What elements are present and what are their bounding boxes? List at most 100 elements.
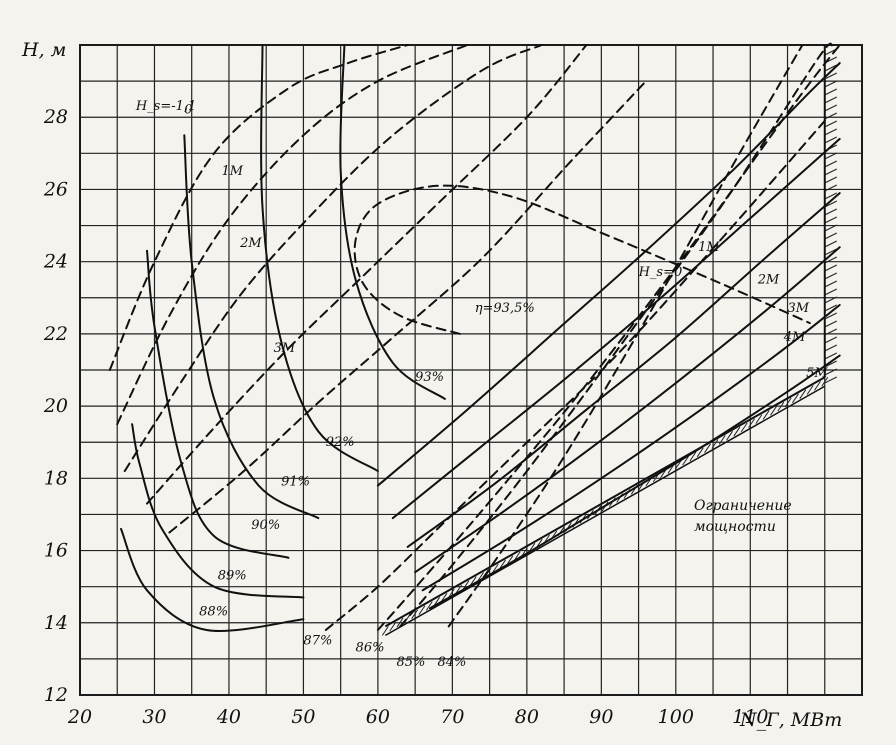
wall-hatch-stroke: [824, 376, 837, 384]
series-line-21: [429, 354, 841, 610]
y-tick-label: 22: [43, 323, 68, 345]
hatch-stroke: [711, 439, 719, 449]
hatch-stroke: [674, 460, 682, 470]
hatch-stroke: [704, 443, 712, 453]
hatch-stroke: [748, 418, 755, 429]
hatch-stroke: [696, 447, 704, 458]
hatch-stroke: [689, 451, 697, 462]
wall-hatch-stroke: [824, 272, 837, 280]
series-label-20: 4M: [783, 330, 806, 345]
hatch-stroke: [469, 576, 477, 586]
hatch-stroke: [733, 426, 741, 437]
series-line-11: [108, 44, 409, 371]
hatch-stroke: [506, 555, 514, 566]
wall-hatch-stroke: [824, 96, 837, 104]
series-label-15: 3M: [274, 341, 296, 356]
hatch-stroke: [499, 559, 506, 570]
power-limit-line-lower: [384, 385, 826, 637]
hatch-stroke: [396, 617, 404, 628]
series-label-0: η=93,5%: [475, 301, 535, 316]
series-label-10: 84%: [437, 655, 466, 670]
series-line-0: [353, 184, 811, 335]
series-label-13: 1M: [222, 164, 244, 179]
wall-hatch-stroke: [824, 192, 837, 200]
x-tick-label: 90: [589, 706, 613, 728]
series-label-6: 88%: [199, 605, 228, 620]
series-label-7: 87%: [303, 633, 332, 648]
wall-hatch-stroke: [824, 312, 837, 320]
hatch-stroke: [792, 393, 799, 404]
wall-hatch-stroke: [824, 264, 837, 272]
y-tick-label: 20: [43, 395, 68, 417]
wall-hatch-stroke: [824, 176, 837, 184]
hatch-stroke: [418, 605, 426, 615]
hatch-stroke: [755, 414, 763, 424]
hatch-stroke: [799, 389, 807, 399]
series-label-5: 89%: [218, 568, 247, 583]
wall-hatch-stroke: [824, 184, 837, 192]
series-group: [108, 42, 841, 632]
wall-hatch-stroke: [824, 248, 837, 256]
hatch-stroke: [777, 401, 785, 412]
curve-labels: η=93,5% 93% 92% 91% 90% 89% 88% 87% 86% 85% 84% H_s…: [135, 99, 829, 670]
wall-hatch-stroke: [824, 352, 837, 360]
series-line-9: [399, 42, 834, 628]
wall-hatch-stroke: [824, 112, 837, 120]
series-line-19: [414, 246, 841, 574]
hatch-stroke: [740, 422, 748, 433]
hatch-stroke: [814, 381, 821, 391]
wall-hatch-stroke: [824, 64, 837, 72]
wall-hatch-stroke: [824, 120, 837, 128]
series-label-2: 92%: [326, 435, 355, 450]
series-line-20: [421, 304, 841, 592]
series-line-2: [260, 44, 379, 473]
series-label-18: 2M: [757, 272, 780, 287]
y-tick-label: 18: [44, 467, 68, 489]
x-tick-label: 20: [67, 706, 92, 728]
series-label-21: 5M: [806, 366, 828, 381]
grid: [79, 44, 863, 696]
series-line-10: [447, 44, 804, 628]
series-line-1: [339, 44, 446, 400]
x-tick-label: 30: [142, 706, 166, 728]
series-line-18: [406, 192, 841, 548]
hatch-stroke: [389, 621, 397, 632]
series-line-3: [183, 134, 320, 520]
y-axis-label: H, м: [21, 39, 66, 61]
series-label-12: 0: [184, 103, 192, 118]
tick-labels: 20 30 40 50 60 70 80 90 100 110 12 14 16 18 20 22 24 26 28: [43, 106, 769, 728]
x-axis-label: N_Г, МВт: [739, 709, 842, 731]
series-label-17: 1M: [698, 240, 720, 255]
series-label-11: H_s=-1,1: [135, 99, 196, 114]
series-label-1: 93%: [415, 370, 444, 385]
series-label-16: H_s=0: [638, 265, 683, 280]
series-line-6: [120, 527, 305, 632]
series-line-16: [376, 62, 841, 487]
x-tick-label: 100: [658, 706, 694, 728]
hatch-stroke: [477, 572, 484, 582]
wall-hatch-stroke: [824, 328, 837, 336]
series-line-13: [123, 44, 543, 473]
series-line-4: [146, 249, 290, 559]
wall-hatch-stroke: [824, 224, 837, 232]
hatch-stroke: [784, 397, 792, 408]
wall-hatch-stroke: [824, 288, 837, 296]
y-tick-label: 26: [43, 178, 68, 200]
wall-hatch-stroke: [824, 72, 837, 80]
series-label-8: 86%: [356, 641, 385, 656]
series-line-8: [376, 44, 841, 631]
x-tick-label: 70: [440, 706, 464, 728]
series-line-14: [146, 44, 588, 505]
wall-hatch-stroke: [824, 232, 837, 240]
wall-hatch-stroke: [824, 200, 837, 208]
hatch-stroke: [806, 385, 814, 395]
hatch-stroke: [726, 430, 733, 441]
wall-hatch-stroke: [824, 152, 837, 160]
y-tick-label: 24: [43, 251, 68, 273]
series-label-14: 2M: [239, 236, 262, 251]
wall-hatch-stroke: [824, 256, 837, 264]
series-label-4: 90%: [251, 518, 280, 533]
x-tick-label: 60: [366, 706, 390, 728]
wall-hatch-stroke: [824, 320, 837, 328]
